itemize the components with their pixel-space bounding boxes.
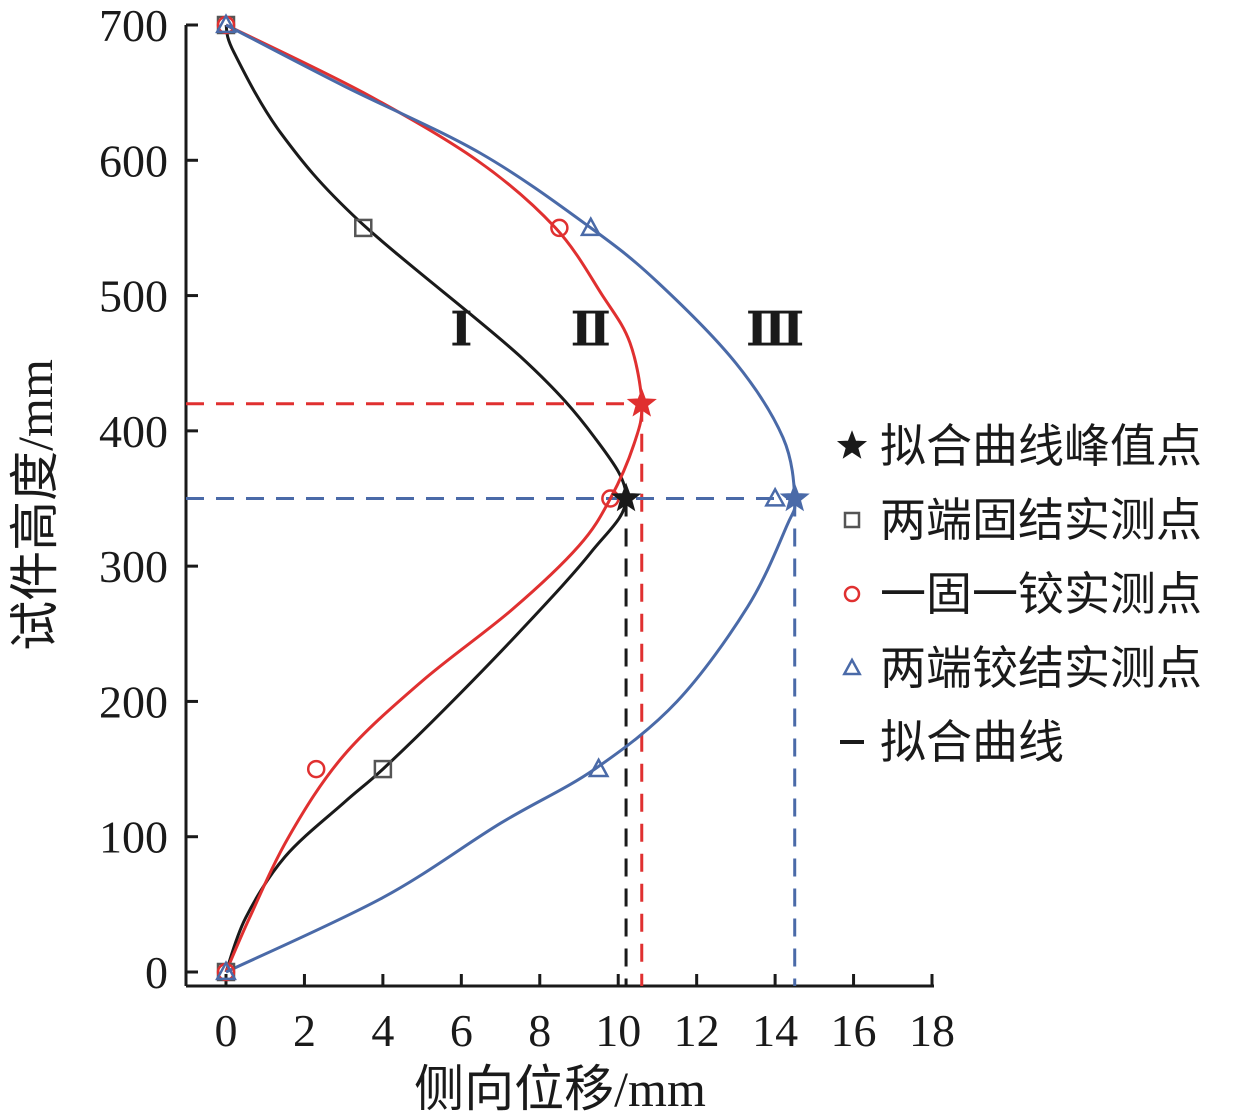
y-tick-label: 200: [99, 676, 168, 727]
curve-label: Ⅱ: [571, 303, 611, 356]
x-tick-label: 10: [595, 1005, 641, 1056]
square-marker: [843, 511, 861, 529]
circle-marker: [550, 218, 569, 238]
star-marker: [611, 482, 642, 512]
y-tick-label: 100: [99, 812, 168, 863]
circle-marker: [306, 759, 326, 779]
legend-label: 两端铰结实测点: [880, 643, 1202, 694]
triangle-marker: [215, 960, 237, 981]
y-tick-label: 600: [99, 135, 168, 186]
y-tick-label: 300: [99, 541, 168, 592]
axes: [184, 25, 934, 988]
measured-points: [215, 13, 787, 982]
x-tick-label: 18: [909, 1005, 955, 1056]
triangle-marker: [587, 757, 610, 778]
fitted-curve: [224, 23, 644, 973]
x-tick-label: 6: [450, 1005, 473, 1056]
curve-label: Ⅲ: [746, 303, 804, 356]
legend-label: 两端固结实测点: [880, 495, 1202, 546]
curve-labels: Ⅰ Ⅱ Ⅲ: [450, 303, 804, 356]
star-marker: [836, 430, 868, 459]
y-tick-label: 0: [145, 947, 168, 998]
peak-points: [611, 387, 810, 512]
x-tick-label: 0: [215, 1005, 238, 1056]
square-marker: [373, 759, 393, 779]
x-tick-label: 16: [831, 1005, 877, 1056]
legend-label: 拟合曲线峰值点: [880, 421, 1202, 472]
circle-marker: [843, 585, 861, 603]
x-tick-label: 2: [293, 1005, 316, 1056]
y-tick-label: 700: [99, 0, 168, 51]
curve-label: Ⅰ: [450, 303, 472, 356]
triangle-marker: [215, 13, 237, 34]
reference-lines: [186, 402, 797, 986]
star-marker: [626, 387, 657, 417]
square-marker: [354, 218, 373, 238]
x-axis-title: 侧向位移/mm: [414, 1061, 706, 1116]
legend-label: 一固一铰实测点: [880, 569, 1202, 620]
triangle-marker: [579, 216, 602, 237]
ticks: 0 2 4 6 8 10 12 14 16 18 0 100 200 300 400 500 600 700: [99, 0, 955, 1056]
triangle-marker: [764, 486, 787, 507]
y-tick-label: 500: [99, 271, 168, 322]
y-axis-title: 试件高度/mm: [7, 359, 63, 651]
y-tick-label: 400: [99, 406, 168, 457]
x-tick-label: 12: [674, 1005, 720, 1056]
star-marker: [779, 482, 810, 512]
x-tick-label: 4: [371, 1005, 394, 1056]
x-tick-label: 14: [752, 1005, 798, 1056]
x-tick-label: 8: [528, 1005, 551, 1056]
triangle-marker: [842, 657, 862, 676]
fitted-curve: [224, 24, 628, 973]
legend-label: 拟合曲线: [880, 717, 1064, 768]
